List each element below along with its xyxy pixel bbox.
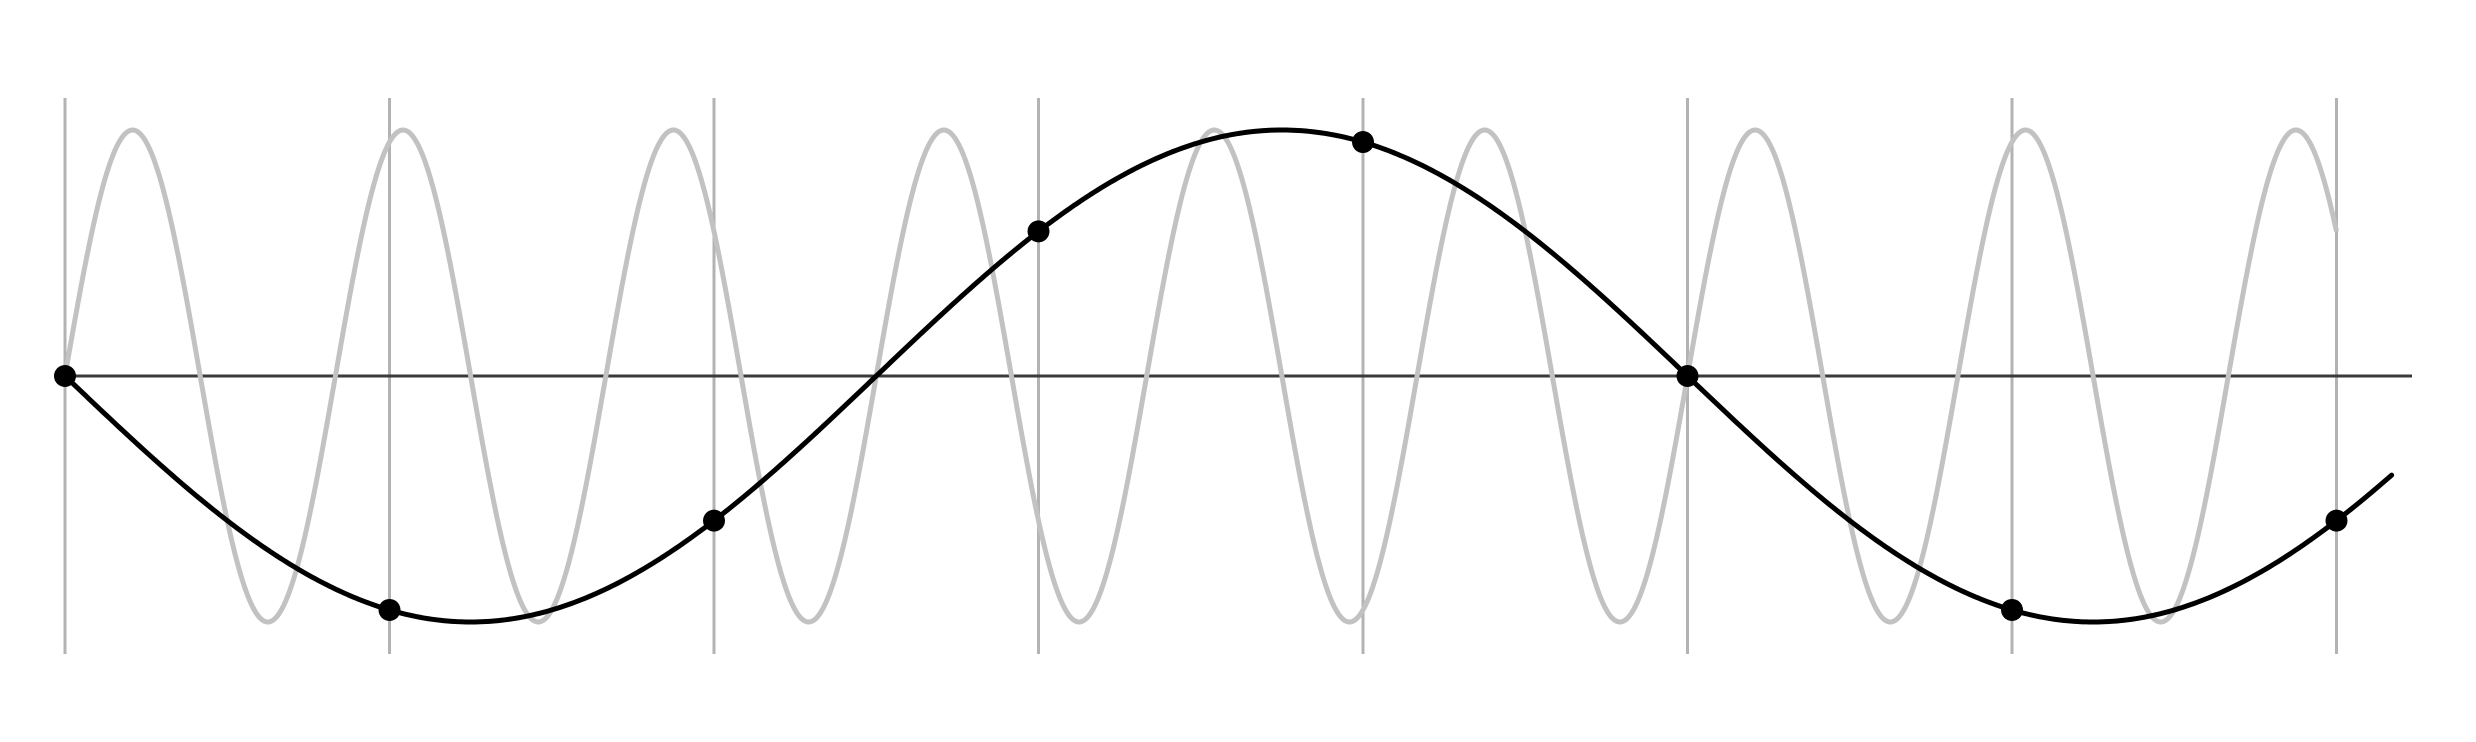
sample-point [378,598,401,621]
sample-points [54,131,2348,621]
sample-point [1027,220,1050,243]
sample-point [2325,509,2348,532]
sample-point [1352,131,1374,154]
sample-point [1676,365,1699,387]
sample-point [703,509,725,532]
sample-point [2001,598,2023,621]
sample-point [54,365,76,387]
